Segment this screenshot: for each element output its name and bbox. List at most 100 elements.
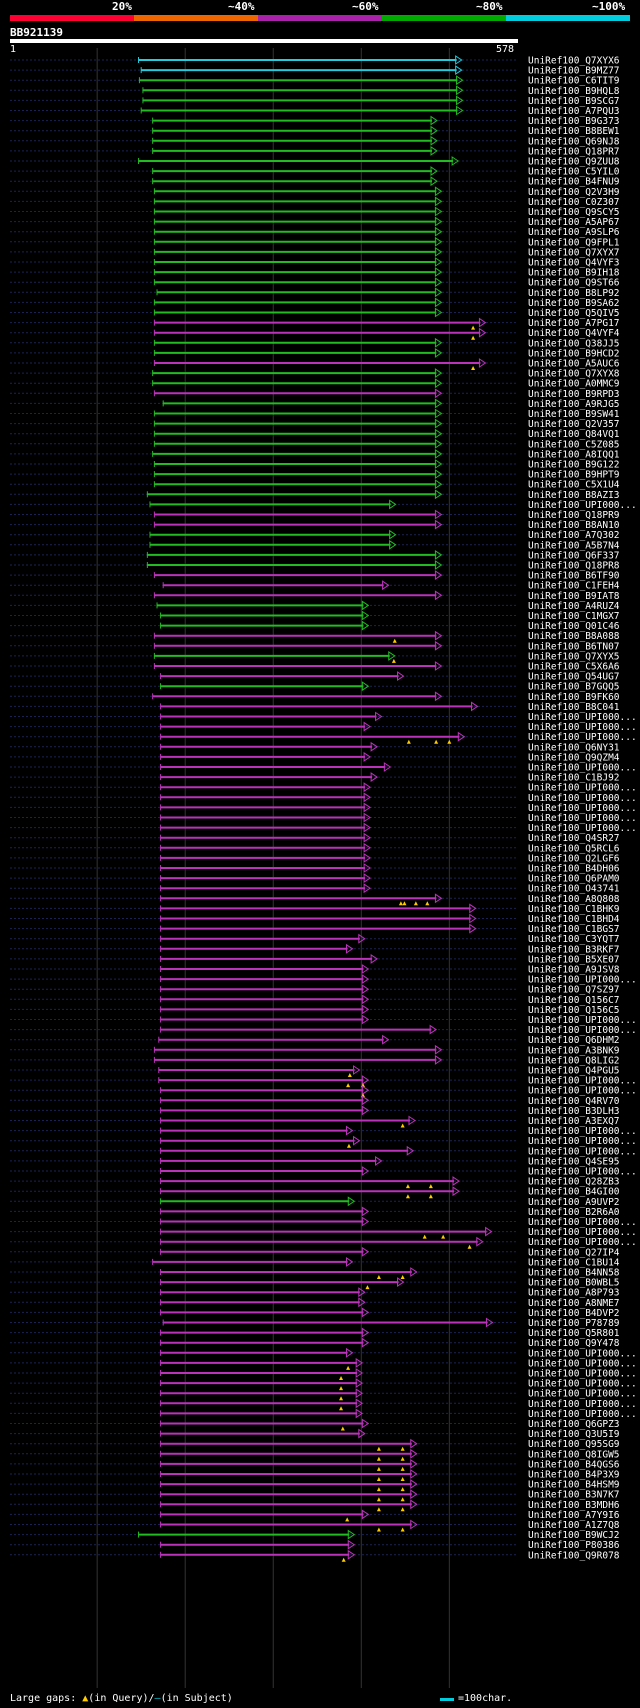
hit-label[interactable]: UniRef100_C1BGS7 bbox=[528, 924, 620, 935]
hit-row[interactable]: UniRef100_UPI000... bbox=[10, 974, 637, 986]
hit-label[interactable]: UniRef100_Q6F337 bbox=[528, 550, 620, 561]
hit-row[interactable]: UniRef100_UPI000... bbox=[10, 1166, 637, 1178]
hit-label[interactable]: UniRef100_B9WCJ2 bbox=[528, 1530, 620, 1541]
hit-row[interactable]: UniRef100_B4DH06 bbox=[10, 863, 620, 875]
hit-row[interactable]: UniRef100_UPI000... bbox=[10, 802, 637, 814]
hit-label[interactable]: UniRef100_Q27IP4 bbox=[528, 1247, 620, 1258]
hit-row[interactable]: UniRef100_B9HCD2 bbox=[10, 347, 620, 359]
hit-label[interactable]: UniRef100_B4HSM9 bbox=[528, 1480, 620, 1491]
hit-row[interactable]: UniRef100_Q9SCY5 bbox=[10, 206, 620, 218]
hit-row[interactable]: UniRef100_UPI000... bbox=[10, 721, 637, 733]
hit-row[interactable]: UniRef100_B8BEW1 bbox=[10, 125, 620, 137]
hit-label[interactable]: UniRef100_Q9ST66 bbox=[528, 278, 620, 289]
hit-label[interactable]: UniRef100_Q28ZB3 bbox=[528, 1177, 620, 1188]
hit-label[interactable]: UniRef100_B8BEW1 bbox=[528, 126, 620, 137]
hit-row[interactable]: UniRef100_UPI000... bbox=[10, 1145, 637, 1157]
hit-label[interactable]: UniRef100_UPI000... bbox=[528, 1136, 637, 1147]
hit-label[interactable]: UniRef100_Q2LGF6 bbox=[528, 853, 620, 864]
hit-row[interactable]: UniRef100_B4HSM9 bbox=[10, 1479, 620, 1492]
hit-row[interactable]: UniRef100_Q18PR9 bbox=[10, 509, 620, 521]
hit-row[interactable]: UniRef100_Q4PGU5 bbox=[10, 1065, 620, 1078]
hit-row[interactable]: UniRef100_C3YQT7 bbox=[10, 933, 620, 945]
hit-row[interactable]: UniRef100_UPI000... bbox=[10, 1378, 637, 1391]
hit-row[interactable]: UniRef100_A7PQU3 bbox=[10, 105, 620, 117]
hit-label[interactable]: UniRef100_Q8LIG2 bbox=[528, 1055, 620, 1066]
hit-label[interactable]: UniRef100_A7Y9I6 bbox=[528, 1510, 620, 1521]
hit-row[interactable]: UniRef100_Q8LIG2 bbox=[10, 1054, 620, 1066]
hit-row[interactable]: UniRef100_P78789 bbox=[10, 1317, 620, 1329]
hit-row[interactable]: UniRef100_B9MZ77 bbox=[10, 65, 620, 77]
hit-label[interactable]: UniRef100_UPI000... bbox=[528, 1086, 637, 1097]
hit-row[interactable]: UniRef100_Q54UG7 bbox=[10, 671, 620, 683]
hit-label[interactable]: UniRef100_UPI000... bbox=[528, 500, 637, 511]
hit-row[interactable]: UniRef100_UPI000... bbox=[10, 792, 637, 804]
hit-label[interactable]: UniRef100_Q5QIV5 bbox=[528, 308, 620, 319]
hit-row[interactable]: UniRef100_Q6DHM2 bbox=[10, 1034, 620, 1046]
hit-row[interactable]: UniRef100_B9SW41 bbox=[10, 408, 620, 420]
hit-row[interactable]: UniRef100_B9IAT8 bbox=[10, 590, 620, 602]
hit-row[interactable]: UniRef100_Q69NJ8 bbox=[10, 135, 620, 147]
hit-row[interactable]: UniRef100_B0WBL5 bbox=[10, 1277, 620, 1290]
hit-row[interactable]: UniRef100_A4RUZ4 bbox=[10, 600, 620, 612]
hit-row[interactable]: UniRef100_Q6PAM0 bbox=[10, 873, 620, 885]
hit-label[interactable]: UniRef100_UPI000... bbox=[528, 763, 637, 774]
hit-row[interactable]: UniRef100_UPI000... bbox=[10, 1357, 637, 1370]
hit-label[interactable]: UniRef100_C1MGX7 bbox=[528, 611, 620, 622]
hit-row[interactable]: UniRef100_B7GQQ5 bbox=[10, 681, 620, 693]
hit-label[interactable]: UniRef100_B5XE07 bbox=[528, 954, 620, 965]
hit-row[interactable]: UniRef100_B9SA62 bbox=[10, 297, 620, 309]
hit-label[interactable]: UniRef100_Q9SCY5 bbox=[528, 207, 620, 218]
hit-label[interactable]: UniRef100_A8Q808 bbox=[528, 894, 620, 905]
hit-label[interactable]: UniRef100_B9SA62 bbox=[528, 298, 620, 309]
hit-row[interactable]: UniRef100_Q5QIV5 bbox=[10, 307, 620, 319]
hit-row[interactable]: UniRef100_UPI000... bbox=[10, 1347, 637, 1359]
hit-row[interactable]: UniRef100_Q7XYX5 bbox=[10, 650, 620, 663]
hit-label[interactable]: UniRef100_Q4RV70 bbox=[528, 1096, 620, 1107]
hit-label[interactable]: UniRef100_UPI000... bbox=[528, 712, 637, 723]
hit-label[interactable]: UniRef100_C1BHK9 bbox=[528, 904, 620, 915]
hit-label[interactable]: UniRef100_A7PG17 bbox=[528, 318, 620, 329]
hit-label[interactable]: UniRef100_UPI000... bbox=[528, 1379, 637, 1390]
hit-row[interactable]: UniRef100_Q9ST66 bbox=[10, 277, 620, 289]
hit-row[interactable]: UniRef100_B3MDH6 bbox=[10, 1499, 620, 1512]
hit-row[interactable]: UniRef100_Q2LGF6 bbox=[10, 852, 620, 864]
hit-label[interactable]: UniRef100_B9RPD3 bbox=[528, 389, 620, 400]
hit-label[interactable]: UniRef100_Q5R801 bbox=[528, 1328, 620, 1339]
hit-row[interactable]: UniRef100_A8P793 bbox=[10, 1287, 620, 1299]
hit-row[interactable]: UniRef100_A9UVP2 bbox=[10, 1196, 620, 1208]
hit-label[interactable]: UniRef100_A4RUZ4 bbox=[528, 601, 620, 612]
hit-row[interactable]: UniRef100_A8NME7 bbox=[10, 1297, 620, 1309]
hit-row[interactable]: UniRef100_B9HPT9 bbox=[10, 469, 620, 481]
hit-row[interactable]: UniRef100_UPI000... bbox=[10, 1216, 637, 1228]
hit-row[interactable]: UniRef100_A7Y9I6 bbox=[10, 1509, 620, 1522]
hit-label[interactable]: UniRef100_B3MDH6 bbox=[528, 1500, 620, 1511]
hit-row[interactable]: UniRef100_C5YIL0 bbox=[10, 166, 620, 178]
hit-row[interactable]: UniRef100_Q2V3H9 bbox=[10, 186, 620, 198]
hit-label[interactable]: UniRef100_Q6PAM0 bbox=[528, 874, 620, 885]
hit-label[interactable]: UniRef100_B4NN58 bbox=[528, 1268, 620, 1279]
hit-label[interactable]: UniRef100_A8NME7 bbox=[528, 1298, 620, 1309]
hit-label[interactable]: UniRef100_A3BNK9 bbox=[528, 1045, 620, 1056]
hit-row[interactable]: UniRef100_UPI000... bbox=[10, 1398, 637, 1411]
hit-label[interactable]: UniRef100_B3N7K7 bbox=[528, 1490, 620, 1501]
hit-label[interactable]: UniRef100_B9IH18 bbox=[528, 268, 620, 279]
hit-row[interactable]: UniRef100_Q7SZ97 bbox=[10, 984, 620, 996]
hit-row[interactable]: UniRef100_B9G122 bbox=[10, 459, 620, 471]
hit-label[interactable]: UniRef100_A1Z7Q8 bbox=[528, 1520, 620, 1531]
hit-label[interactable]: UniRef100_Q69NJ8 bbox=[528, 136, 620, 147]
hit-label[interactable]: UniRef100_Q7XYX7 bbox=[528, 247, 620, 258]
hit-row[interactable]: UniRef100_B5XE07 bbox=[10, 953, 620, 965]
hit-row[interactable]: UniRef100_Q95SG9 bbox=[10, 1438, 620, 1451]
hit-label[interactable]: UniRef100_Q9R078 bbox=[528, 1550, 620, 1561]
hit-row[interactable]: UniRef100_B9SCG7 bbox=[10, 95, 620, 107]
hit-label[interactable]: UniRef100_UPI000... bbox=[528, 1348, 637, 1359]
hit-label[interactable]: UniRef100_C5X1U4 bbox=[528, 480, 620, 491]
hit-label[interactable]: UniRef100_UPI000... bbox=[528, 1126, 637, 1137]
hit-row[interactable]: UniRef100_B4GI00 bbox=[10, 1186, 620, 1199]
hit-row[interactable]: UniRef100_B9IH18 bbox=[10, 267, 620, 279]
hit-label[interactable]: UniRef100_Q38JJ5 bbox=[528, 338, 620, 349]
hit-row[interactable]: UniRef100_UPI000... bbox=[10, 731, 637, 744]
hit-label[interactable]: UniRef100_P78789 bbox=[528, 1318, 620, 1329]
hit-label[interactable]: UniRef100_C6TIT9 bbox=[528, 76, 620, 87]
hit-row[interactable]: UniRef100_B9HQL8 bbox=[10, 85, 620, 97]
